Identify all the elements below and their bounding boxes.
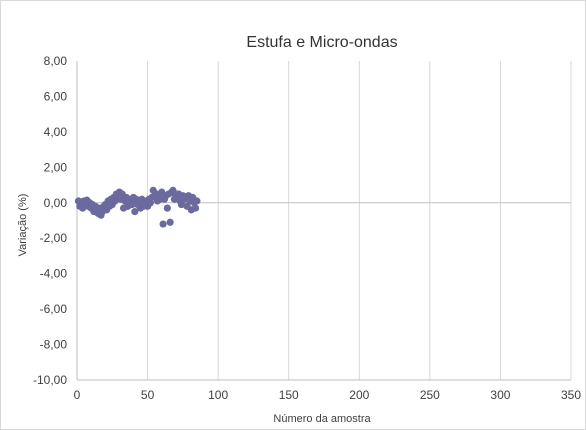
- x-axis-title: Número da amostra: [273, 413, 371, 425]
- x-tick-label: 350: [561, 388, 581, 402]
- data-point: [177, 200, 186, 209]
- y-axis-title: Variação (%): [17, 194, 29, 257]
- y-tick-label: -2,00: [40, 231, 68, 245]
- y-tick-labels: 8,00 6,00 4,00 2,00 0,00 -2,00 -4,00 -6,00 -8,00…: [33, 54, 67, 387]
- y-tick-label: 8,00: [44, 54, 68, 68]
- data-point: [169, 186, 177, 194]
- data-point: [163, 204, 171, 212]
- x-tick-label: 250: [420, 388, 440, 402]
- data-point: [193, 197, 201, 205]
- x-tick-label: 300: [490, 388, 510, 402]
- y-tick-label: -10,00: [33, 373, 67, 387]
- y-tick-label: -4,00: [40, 267, 68, 281]
- data-point: [166, 218, 174, 226]
- x-tick-label: 50: [141, 388, 155, 402]
- x-tick-labels: 0 50 100 150 200 250 300 350: [74, 388, 582, 402]
- y-tick-label: 6,00: [44, 89, 68, 103]
- data-point: [131, 208, 139, 216]
- data-point: [191, 204, 200, 212]
- data-point: [159, 220, 167, 228]
- y-tick-label: -6,00: [40, 302, 68, 316]
- x-tick-label: 0: [74, 388, 81, 402]
- y-tick-label: 2,00: [44, 160, 68, 174]
- axes: [76, 61, 571, 381]
- x-tick-label: 100: [208, 388, 228, 402]
- gridlines: [147, 61, 572, 380]
- y-tick-label: 4,00: [44, 125, 68, 139]
- x-tick-label: 150: [279, 388, 299, 402]
- data-points: [74, 186, 201, 228]
- chart-title: Estufa e Micro-ondas: [246, 34, 397, 51]
- y-tick-label: -8,00: [40, 338, 68, 352]
- y-tick-label: 0,00: [44, 196, 68, 210]
- x-tick-label: 200: [349, 388, 369, 402]
- data-point: [128, 200, 136, 209]
